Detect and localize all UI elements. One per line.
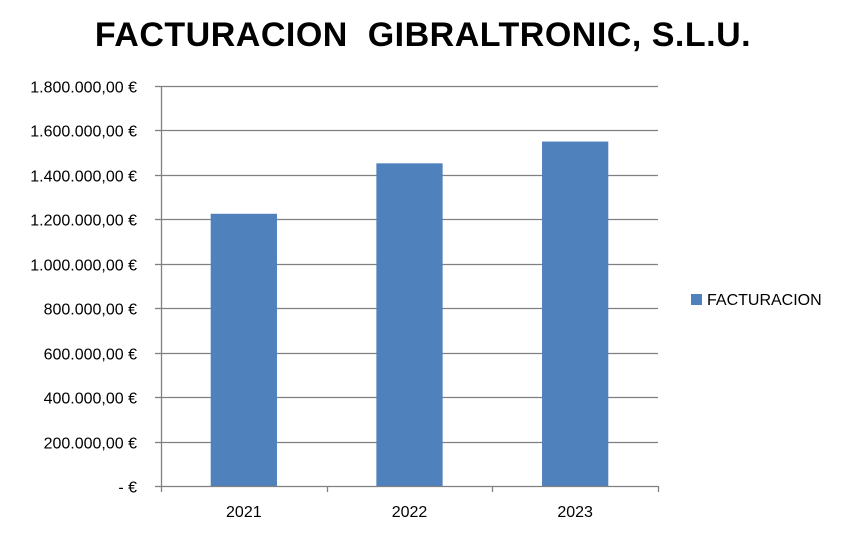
axes (155, 85, 660, 492)
bar-2022 (376, 163, 443, 487)
x-tick-label: 2023 (557, 504, 593, 521)
bars (210, 141, 609, 487)
x-tick-labels: 2021 2022 2023 (226, 504, 593, 521)
y-tick-label: 400.000,00 € (44, 391, 138, 408)
y-tick-label: 1.600.000,00 € (30, 124, 137, 141)
bar-2021 (210, 213, 277, 486)
y-tick-labels: - € 200.000,00 € 400.000,00 € 600.000,00 € 8… (30, 80, 137, 497)
x-tick-label: 2022 (392, 504, 428, 521)
y-tick-label: 1.200.000,00 € (30, 213, 137, 230)
legend: FACTURACION (691, 292, 822, 309)
y-tick-label: 200.000,00 € (44, 436, 138, 453)
legend-label: FACTURACION (707, 292, 822, 309)
x-tick-label: 2021 (226, 504, 262, 521)
bar-2023 (542, 141, 609, 487)
chart-title: FACTURACION GIBRALTRONIC, S.L.U. (94, 16, 752, 54)
y-tick-label: 600.000,00 € (44, 347, 138, 364)
y-tick-label: - € (118, 480, 137, 497)
y-tick-label: 1.400.000,00 € (30, 169, 137, 186)
y-tick-label: 800.000,00 € (44, 302, 138, 319)
y-tick-label: 1.800.000,00 € (30, 80, 137, 97)
legend-swatch (691, 294, 702, 305)
y-tick-label: 1.000.000,00 € (30, 258, 137, 275)
